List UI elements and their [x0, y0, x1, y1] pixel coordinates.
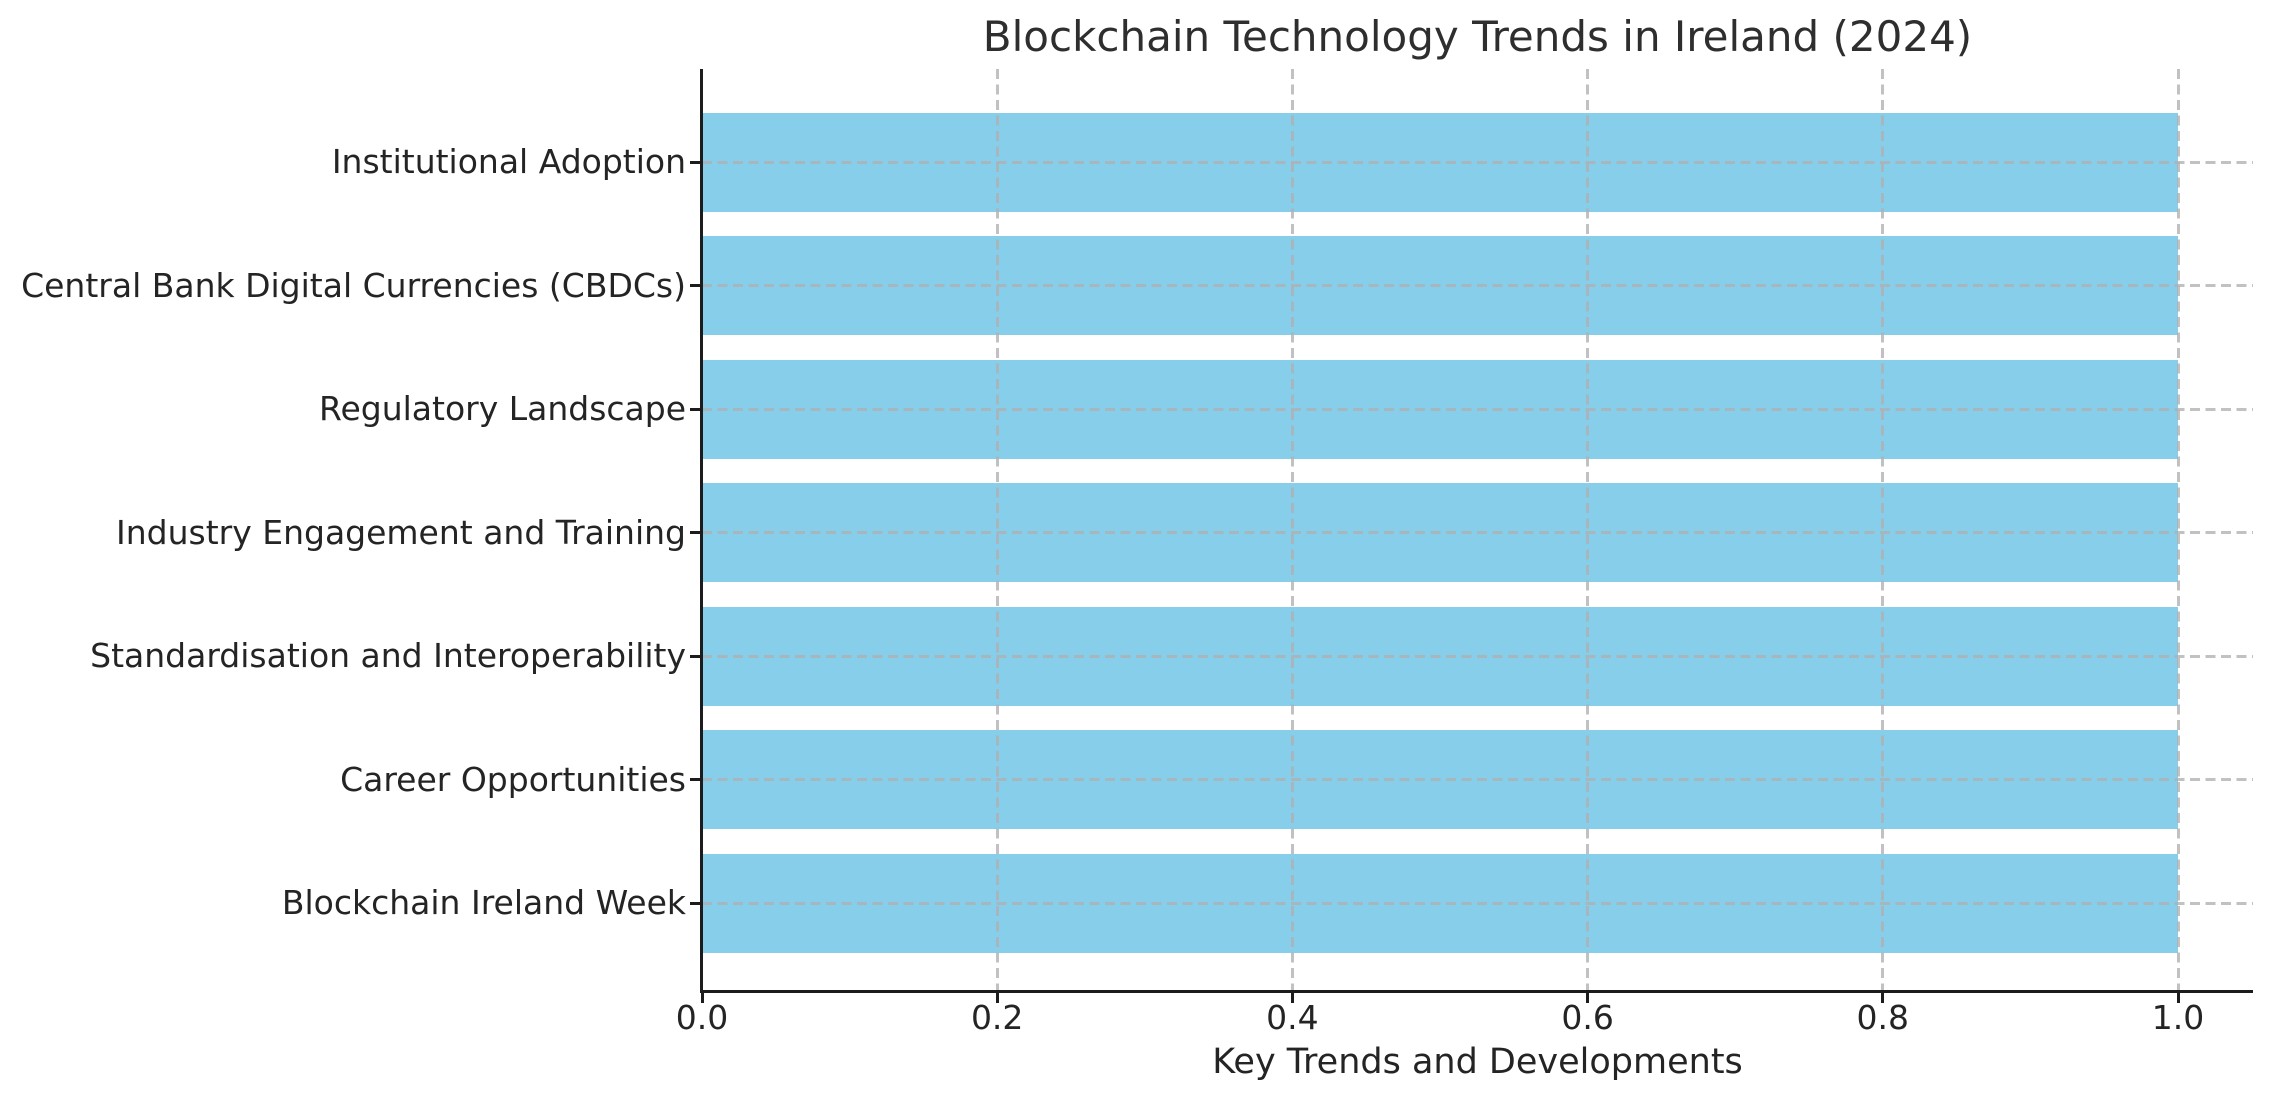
x-tick-label: 0.2 [970, 998, 1024, 1037]
y-tick-label: Central Bank Digital Currencies (CBDCs) [21, 265, 686, 305]
x-tick-label: 0.0 [675, 998, 729, 1037]
y-tick-mark [690, 407, 700, 411]
x-tick-label: 0.8 [1856, 998, 1910, 1037]
chart-title: Blockchain Technology Trends in Ireland … [982, 12, 1973, 61]
gridline-vertical [1881, 69, 1885, 990]
y-tick-mark [690, 654, 700, 658]
y-tick-mark [690, 284, 700, 287]
y-tick-label: Industry Engagement and Training [116, 512, 686, 552]
x-tick-mark [995, 992, 999, 1003]
x-tick-label: 0.6 [1561, 998, 1614, 1037]
x-tick-mark [1290, 992, 1294, 1003]
y-tick-mark [690, 531, 700, 534]
x-tick-mark [1586, 992, 1590, 1003]
x-axis-label: Key Trends and Developments [1212, 1042, 1743, 1082]
x-tick-mark [1881, 992, 1885, 1003]
y-tick-label: Career Opportunities [340, 759, 686, 799]
y-tick-mark [690, 778, 700, 781]
gridline-horizontal [702, 901, 2253, 905]
y-tick-label: Standardisation and Interoperability [90, 636, 686, 675]
gridline-horizontal [702, 407, 2253, 411]
x-axis-spine [700, 989, 2253, 993]
x-tick-mark [2176, 992, 2180, 1003]
y-tick-mark [690, 901, 700, 905]
gridline-horizontal [702, 531, 2253, 534]
x-tick-label: 0.4 [1266, 998, 1319, 1037]
gridline-vertical [1586, 69, 1590, 990]
gridline-vertical [2176, 69, 2180, 990]
y-tick-label: Regulatory Landscape [319, 389, 686, 428]
gridline-horizontal [702, 284, 2253, 287]
y-axis-spine [700, 69, 703, 993]
gridline-horizontal [702, 160, 2253, 164]
gridline-vertical [1290, 69, 1294, 990]
y-tick-label: Blockchain Ireland Week [281, 883, 686, 922]
x-tick-label: 1.0 [2151, 998, 2205, 1037]
y-tick-label: Institutional Adoption [331, 142, 686, 181]
gridline-horizontal [702, 654, 2253, 658]
x-tick-mark [700, 992, 704, 1003]
y-tick-mark [690, 160, 700, 164]
gridline-vertical [995, 69, 999, 990]
gridline-horizontal [702, 778, 2253, 781]
